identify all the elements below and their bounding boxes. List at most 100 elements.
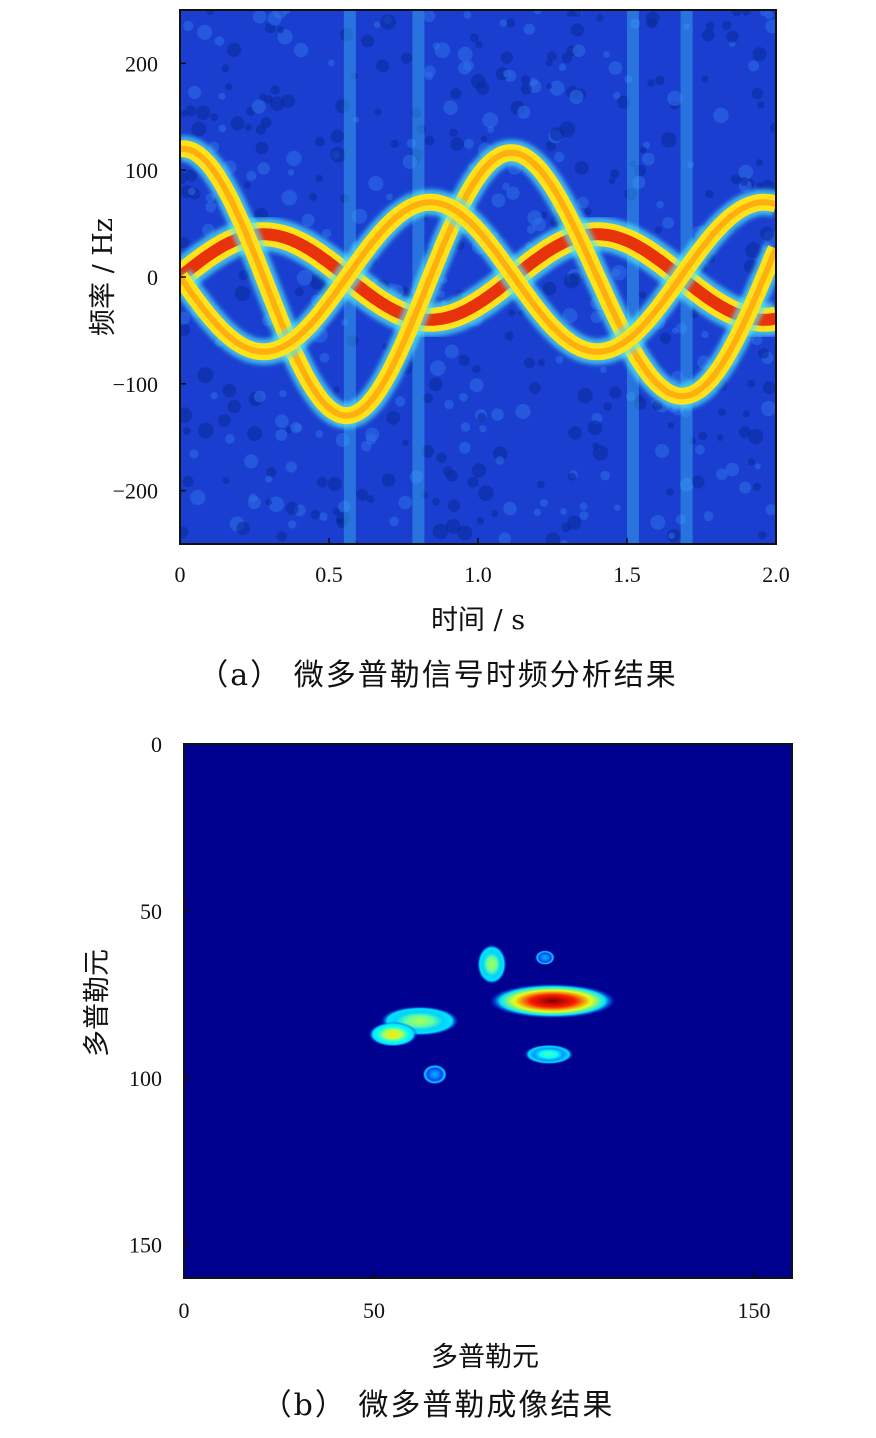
noise-speckle — [553, 151, 565, 163]
noise-speckle — [222, 477, 230, 484]
noise-speckle — [259, 93, 267, 101]
x-tick-label: 0 — [175, 562, 186, 587]
noise-speckle — [758, 348, 769, 359]
noise-speckle — [503, 501, 517, 516]
noise-speckle — [731, 10, 742, 17]
noise-speckle — [366, 495, 375, 504]
noise-speckle — [457, 46, 473, 62]
noise-speckle — [498, 532, 512, 544]
noise-speckle — [449, 128, 458, 137]
noise-speckle — [460, 422, 471, 432]
noise-speckle — [603, 51, 610, 58]
noise-speckle — [756, 182, 763, 189]
noise-speckle — [667, 90, 683, 107]
noise-speckle — [754, 463, 761, 470]
time-frequency-chart: 0 0.5 1.0 1.5 2.0 200 100 0 −100 −200 时间 / s 频率 / H… — [88, 9, 790, 636]
noise-speckle — [315, 174, 323, 183]
noise-speckle — [356, 488, 369, 501]
noise-speckle — [281, 189, 298, 206]
noise-speckle — [246, 170, 257, 182]
noise-speckle — [472, 364, 481, 374]
noise-speckle — [424, 71, 434, 81]
noise-speckle — [315, 430, 324, 438]
noise-speckle — [701, 75, 709, 83]
noise-speckle — [560, 508, 567, 515]
noise-speckle — [770, 122, 776, 133]
noise-speckle — [310, 509, 321, 520]
noise-speckle — [760, 226, 775, 241]
noise-speckle — [549, 127, 564, 142]
noise-speckle — [533, 10, 542, 15]
noise-speckle — [361, 34, 375, 48]
noise-speckle — [190, 489, 206, 506]
noise-speckle — [368, 175, 384, 192]
noise-speckle — [260, 117, 272, 128]
noise-speckle — [265, 475, 273, 483]
noise-speckle — [332, 507, 340, 516]
noise-speckle — [428, 377, 443, 392]
noise-speckle — [265, 498, 272, 506]
noise-speckle — [196, 105, 211, 121]
noise-speckle — [542, 281, 557, 296]
noise-speckle — [495, 456, 505, 465]
noise-speckle — [492, 446, 508, 461]
noise-speckle — [432, 42, 440, 50]
noise-speckle — [467, 476, 479, 488]
noise-speckle — [571, 10, 582, 18]
noise-speckle — [429, 360, 446, 376]
noise-speckle — [608, 177, 616, 184]
noise-speckle — [218, 92, 226, 100]
noise-speckle — [476, 517, 485, 525]
noise-speckle — [579, 502, 588, 511]
noise-speckle — [335, 433, 350, 448]
noise-speckle — [338, 500, 351, 513]
noise-speckle — [520, 83, 532, 95]
noise-speckle — [376, 59, 390, 73]
noise-speckle — [206, 10, 214, 16]
noise-speckle — [689, 309, 699, 319]
noise-speckle — [218, 124, 227, 133]
noise-speckle — [579, 510, 589, 520]
noise-speckle — [336, 511, 350, 526]
noise-speckle — [409, 470, 423, 484]
noise-speckle — [716, 468, 728, 481]
noise-speckle — [529, 77, 538, 87]
plot-frame-b — [183, 743, 793, 1279]
noise-speckle — [365, 427, 380, 442]
noise-speckle — [655, 75, 665, 86]
noise-speckle — [437, 290, 446, 299]
noise-speckle — [611, 264, 627, 281]
noise-speckle — [668, 532, 675, 539]
noise-speckle — [609, 169, 620, 179]
noise-speckle — [400, 52, 413, 64]
noise-speckle — [457, 61, 472, 75]
noise-speckle — [251, 99, 266, 114]
noise-speckle — [458, 441, 471, 454]
y-tick-label: 150 — [129, 1233, 162, 1258]
noise-speckle — [666, 488, 674, 496]
noise-speckle — [524, 357, 535, 369]
noise-speckle — [225, 434, 235, 444]
noise-speckle — [244, 124, 253, 132]
noise-speckle — [645, 11, 660, 26]
noise-speckle — [537, 359, 545, 367]
noise-speckle — [528, 382, 541, 395]
noise-speckle — [476, 81, 490, 95]
noise-speckle — [545, 532, 561, 544]
noise-speckle — [185, 105, 197, 117]
noise-speckle — [624, 74, 633, 84]
y-axis-label: 频率 / Hz — [88, 218, 119, 336]
noise-speckle — [180, 311, 190, 326]
noise-speckle — [416, 124, 427, 135]
y-tick-label: −100 — [113, 372, 158, 397]
noise-speckle — [755, 158, 764, 167]
noise-speckle — [614, 504, 621, 511]
noise-speckle — [287, 169, 295, 176]
noise-speckle — [352, 208, 368, 224]
noise-speckle — [406, 138, 416, 148]
noise-speckle — [339, 193, 350, 203]
noise-speckle — [747, 458, 756, 466]
curve-core — [180, 199, 776, 355]
noise-speckle — [625, 391, 636, 402]
